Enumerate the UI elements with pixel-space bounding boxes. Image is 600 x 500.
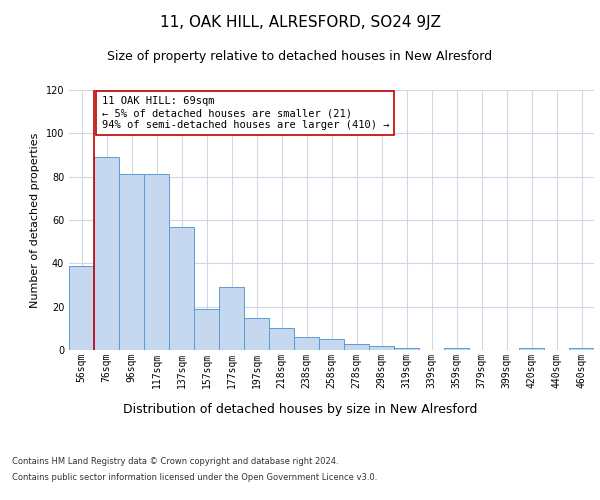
Bar bbox=[369, 346, 394, 350]
Bar bbox=[69, 266, 94, 350]
Text: 11, OAK HILL, ALRESFORD, SO24 9JZ: 11, OAK HILL, ALRESFORD, SO24 9JZ bbox=[160, 15, 440, 30]
Bar bbox=[94, 157, 119, 350]
Bar bbox=[344, 344, 369, 350]
Bar bbox=[569, 348, 594, 350]
Bar bbox=[269, 328, 294, 350]
Bar bbox=[319, 339, 344, 350]
Text: Contains public sector information licensed under the Open Government Licence v3: Contains public sector information licen… bbox=[12, 472, 377, 482]
Y-axis label: Number of detached properties: Number of detached properties bbox=[30, 132, 40, 308]
Text: 11 OAK HILL: 69sqm
← 5% of detached houses are smaller (21)
94% of semi-detached: 11 OAK HILL: 69sqm ← 5% of detached hous… bbox=[101, 96, 389, 130]
Bar bbox=[194, 309, 219, 350]
Text: Contains HM Land Registry data © Crown copyright and database right 2024.: Contains HM Land Registry data © Crown c… bbox=[12, 458, 338, 466]
Bar bbox=[444, 348, 469, 350]
Text: Size of property relative to detached houses in New Alresford: Size of property relative to detached ho… bbox=[107, 50, 493, 63]
Text: Distribution of detached houses by size in New Alresford: Distribution of detached houses by size … bbox=[123, 402, 477, 415]
Bar bbox=[519, 348, 544, 350]
Bar bbox=[169, 226, 194, 350]
Bar bbox=[144, 174, 169, 350]
Bar bbox=[394, 348, 419, 350]
Bar bbox=[119, 174, 144, 350]
Bar bbox=[244, 318, 269, 350]
Bar bbox=[294, 337, 319, 350]
Bar bbox=[219, 287, 244, 350]
